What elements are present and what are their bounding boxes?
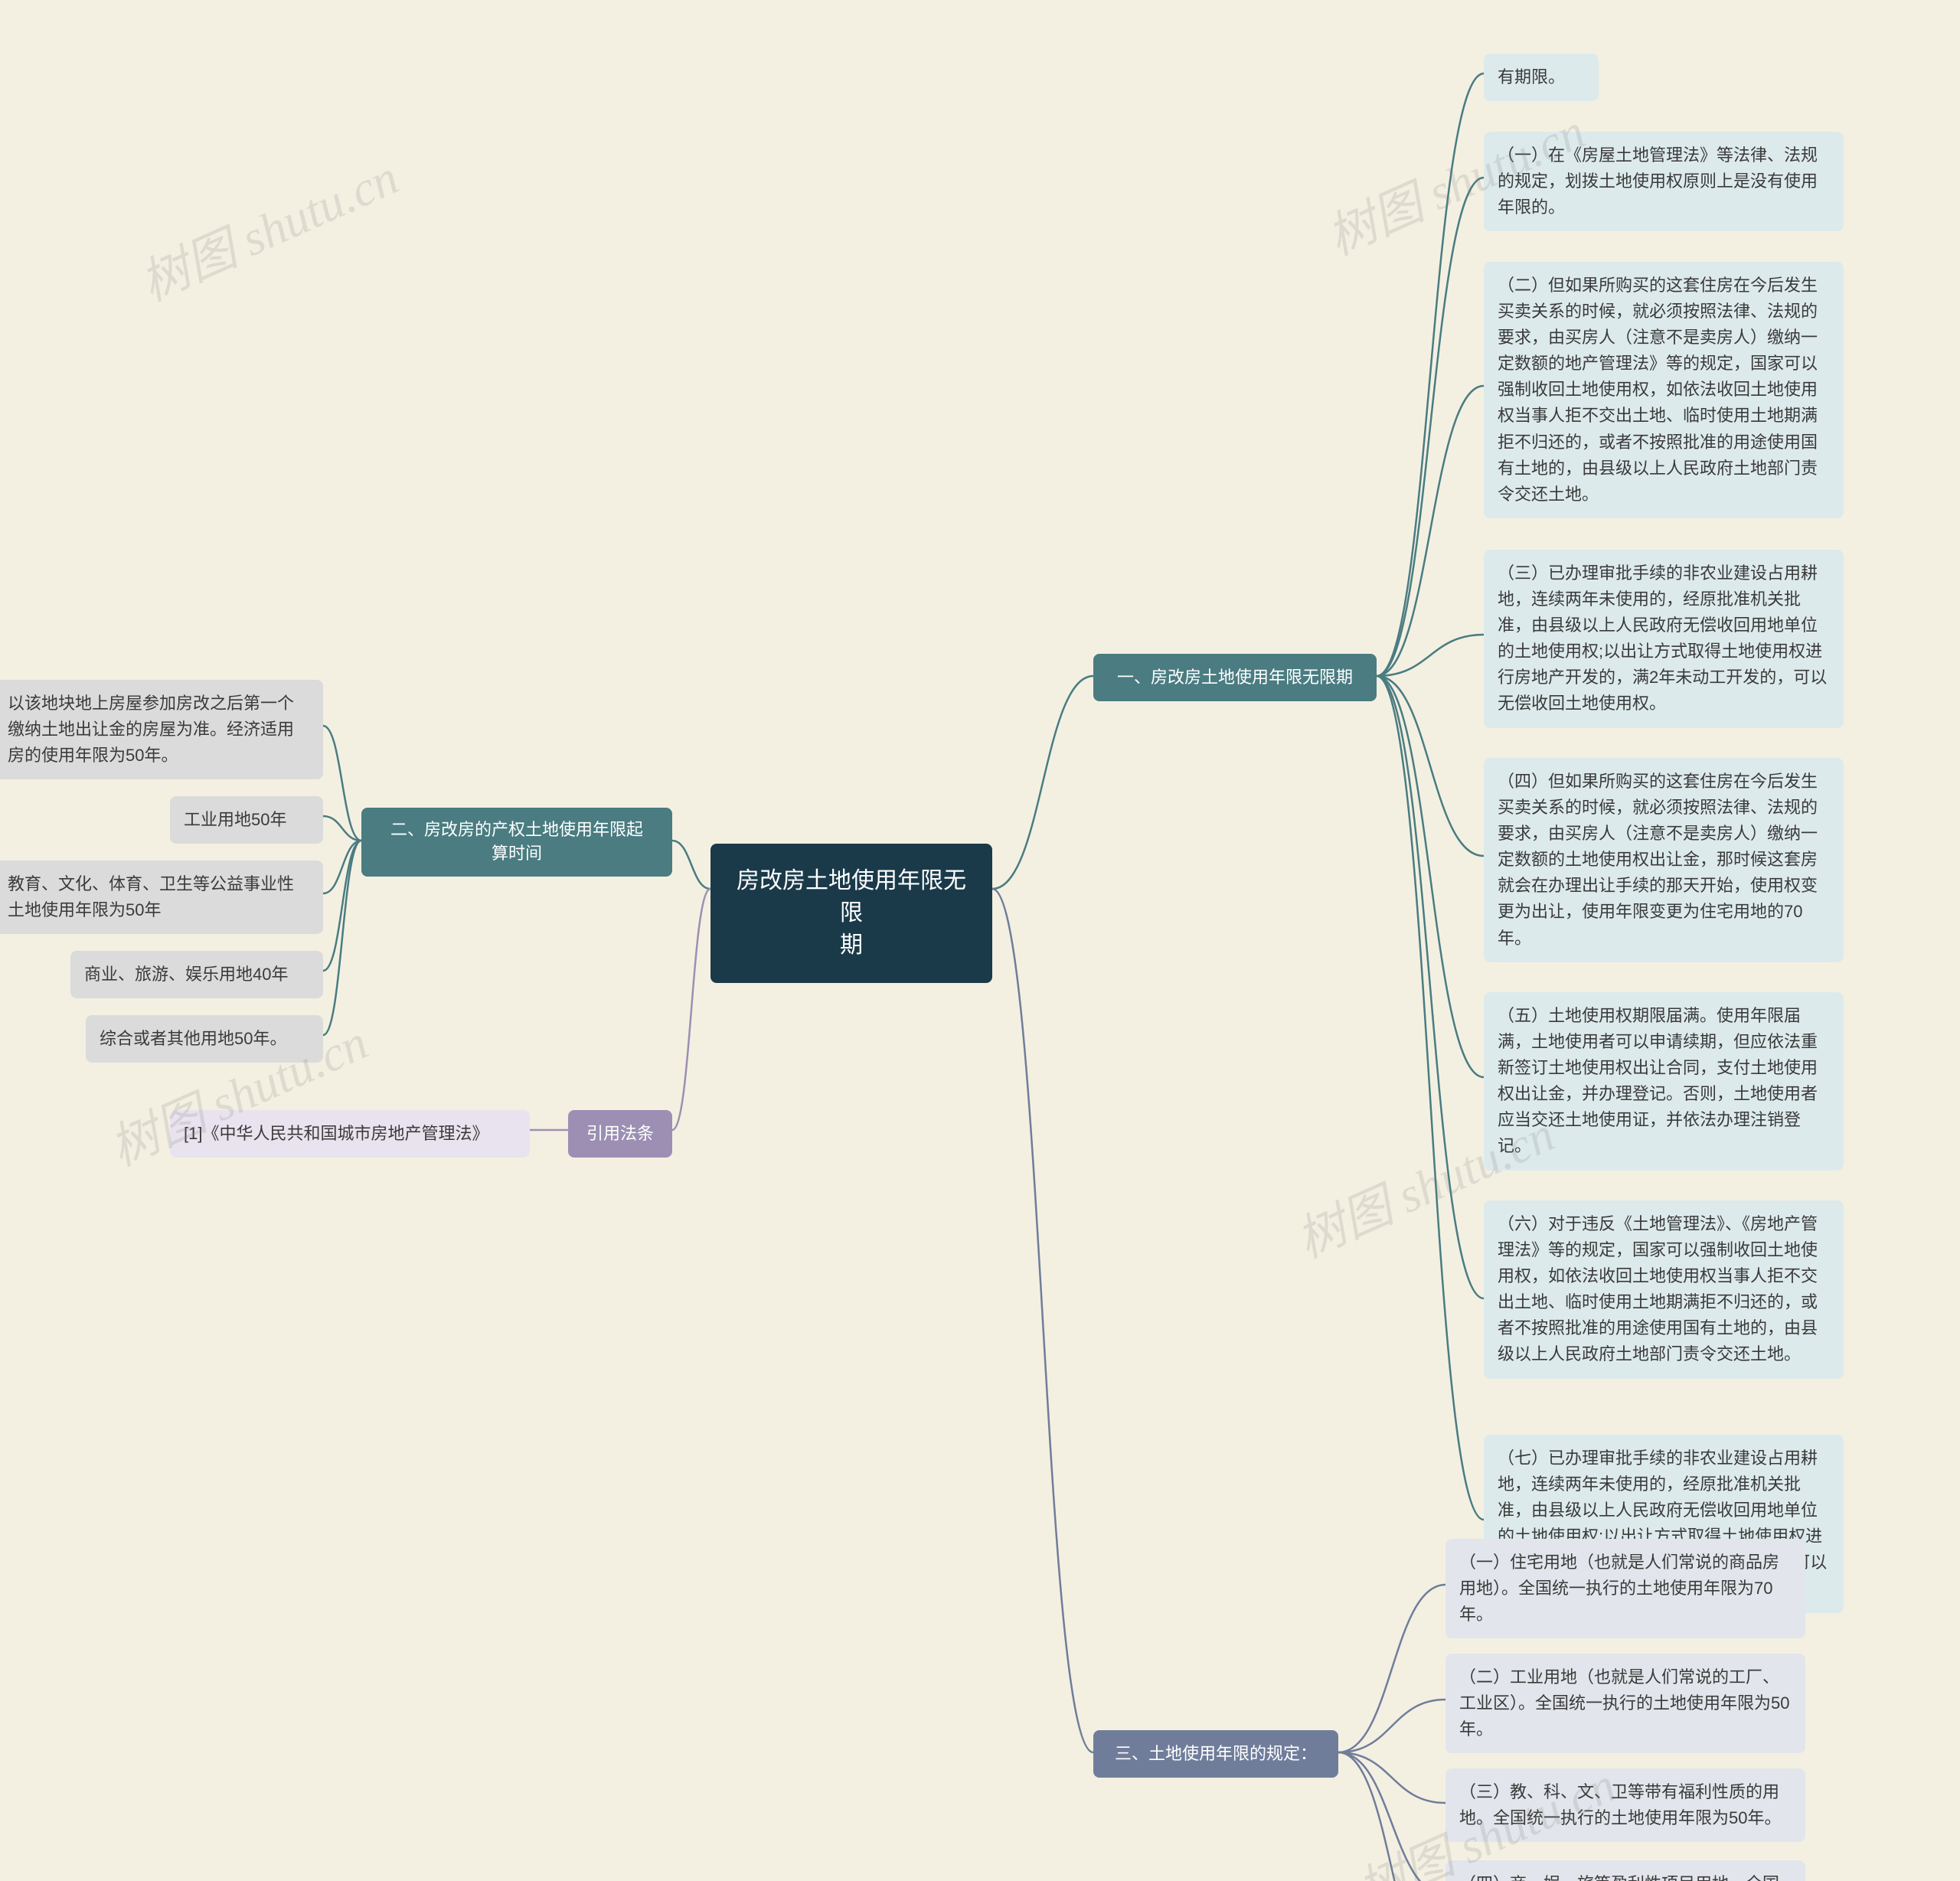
branch-node: 二、房改房的产权土地使用年限起 算时间 [361,808,672,877]
root-node: 房改房土地使用年限无限 期 [710,844,992,983]
leaf-node: 工业用地50年 [170,796,323,844]
leaf-node: （四）商、娱、旅等盈利性项目用地。全国统一执行的土地使用年限为40年。 [1446,1860,1805,1881]
leaf-node: 以该地块地上房屋参加房改之后第一个缴纳土地出让金的房屋为准。经济适用房的使用年限… [0,680,323,779]
leaf-node: [1]《中华人民共和国城市房地产管理法》 [170,1110,530,1158]
leaf-node: （三）已办理审批手续的非农业建设占用耕地，连续两年未使用的，经原批准机关批准，由… [1484,550,1844,728]
leaf-node: （二）工业用地（也就是人们常说的工厂、工业区）。全国统一执行的土地使用年限为50… [1446,1654,1805,1753]
watermark: 树图 shutu.cn [128,139,407,315]
leaf-node: 综合或者其他用地50年。 [86,1015,323,1063]
branch-node: 三、土地使用年限的规定： [1093,1730,1338,1778]
leaf-node: （二）但如果所购买的这套住房在今后发生买卖关系的时候，就必须按照法律、法规的要求… [1484,262,1844,518]
leaf-node: 商业、旅游、娱乐用地40年 [70,951,323,998]
leaf-node: （一）住宅用地（也就是人们常说的商品房用地）。全国统一执行的土地使用年限为70年… [1446,1539,1805,1638]
leaf-node: 有期限。 [1484,54,1599,101]
leaf-node: （五）土地使用权期限届满。使用年限届满，土地使用者可以申请续期，但应依法重新签订… [1484,992,1844,1171]
leaf-node: 教育、文化、体育、卫生等公益事业性土地使用年限为50年 [0,860,323,934]
leaf-node: （六）对于违反《土地管理法》、《房地产管理法》等的规定，国家可以强制收回土地使用… [1484,1200,1844,1379]
leaf-node: （一）在《房屋土地管理法》等法律、法规的规定，划拨土地使用权原则上是没有使用年限… [1484,132,1844,231]
leaf-node: （四）但如果所购买的这套住房在今后发生买卖关系的时候，就必须按照法律、法规的要求… [1484,758,1844,962]
leaf-node: （三）教、科、文、卫等带有福利性质的用地。全国统一执行的土地使用年限为50年。 [1446,1768,1805,1842]
branch-node: 引用法条 [568,1110,672,1158]
branch-node: 一、房改房土地使用年限无限期 [1093,654,1377,701]
